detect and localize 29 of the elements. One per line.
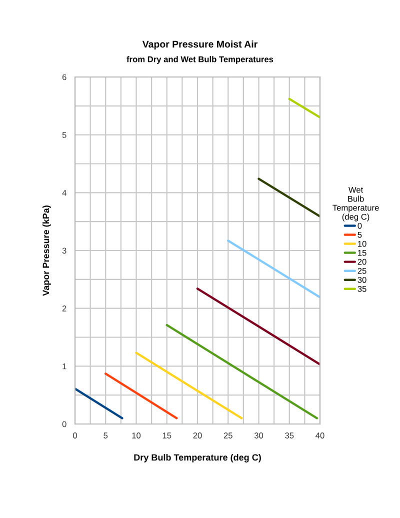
y-tick-label: 6: [62, 74, 66, 80]
x-axis-title: Dry Bulb Temperature (deg C): [134, 454, 261, 462]
x-tick-label: 25: [224, 432, 232, 438]
legend-label: 10: [358, 240, 366, 247]
x-tick-label: 0: [73, 432, 77, 438]
legend-label: 30: [358, 276, 366, 283]
x-tick-label: 20: [193, 432, 202, 438]
chart-subtitle: from Dry and Wet Bulb Temperatures: [126, 56, 274, 64]
legend-label: 15: [358, 250, 366, 256]
legend-label: 0: [358, 222, 362, 229]
y-tick-label: 2: [62, 306, 66, 312]
y-tick-label: 4: [62, 190, 66, 196]
chart-title: Vapor Pressure Moist Air: [142, 40, 258, 50]
x-tick-label: 30: [254, 432, 264, 438]
y-tick-label: 3: [62, 248, 66, 254]
legend-title: Wet Bulb Temperature (deg C): [332, 186, 379, 222]
x-tick-label: 15: [162, 432, 172, 438]
y-tick-label: 0: [62, 421, 66, 428]
x-tick-label: 5: [104, 432, 108, 438]
x-tick-label: 40: [316, 432, 324, 438]
x-tick-label: 35: [285, 432, 294, 438]
legend-label: 25: [358, 268, 366, 274]
legend-label: 35: [358, 286, 366, 292]
x-tick-label: 10: [132, 432, 141, 438]
legend-label: 5: [358, 232, 362, 238]
y-axis-title: Vapor Pressure (kPa): [42, 206, 51, 296]
legend-label: 20: [358, 258, 366, 265]
y-tick-label: 5: [62, 132, 66, 138]
y-tick-label: 1: [62, 363, 66, 370]
